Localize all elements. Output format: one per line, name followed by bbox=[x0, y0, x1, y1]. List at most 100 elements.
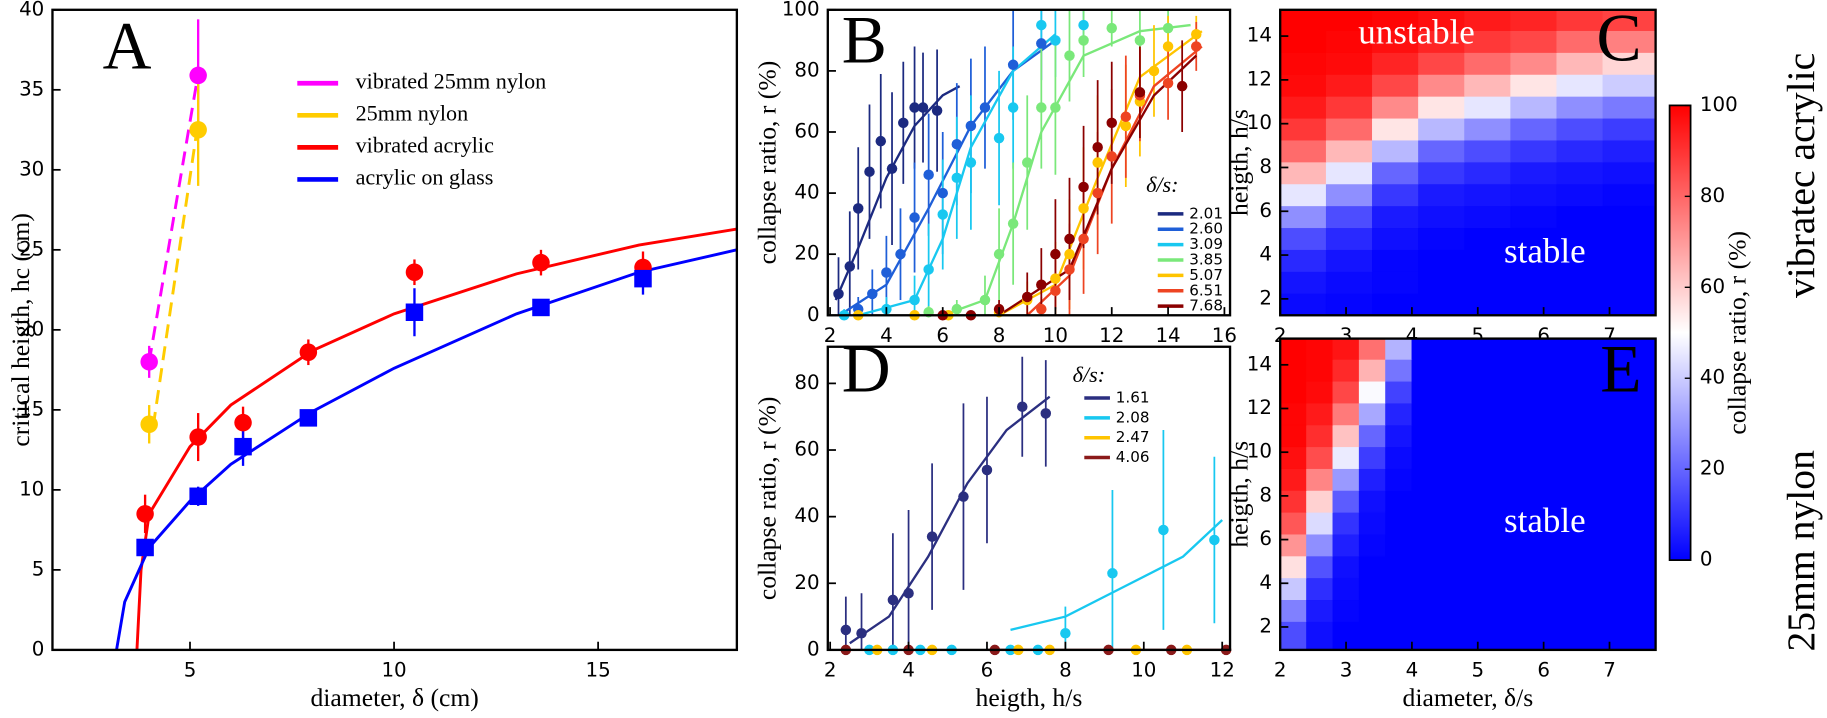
colorbar-tick-label: 20 bbox=[1700, 457, 1725, 480]
heat-cell bbox=[1510, 183, 1558, 207]
point bbox=[993, 132, 1005, 144]
heat-cell bbox=[1358, 424, 1386, 448]
plot-frame bbox=[1279, 337, 1657, 652]
y-tick-label: 20 bbox=[794, 571, 819, 594]
heat-cell bbox=[1280, 271, 1327, 294]
x-tick-label: 3 bbox=[1340, 658, 1353, 681]
heat-cell bbox=[1358, 468, 1386, 491]
point bbox=[923, 169, 934, 181]
y-tick-label: 8 bbox=[1259, 483, 1272, 506]
x-tick-label: 8 bbox=[993, 324, 1006, 347]
heat-cell bbox=[1543, 621, 1656, 650]
point bbox=[1120, 120, 1132, 132]
point bbox=[856, 627, 867, 639]
x-tick-label: 2 bbox=[1274, 658, 1287, 681]
legend-label: 3.85 bbox=[1189, 251, 1223, 269]
point bbox=[1050, 35, 1061, 46]
legend-label: 5.07 bbox=[1189, 266, 1223, 284]
point bbox=[1162, 22, 1174, 34]
heat-cell bbox=[1411, 490, 1479, 513]
heat-cell bbox=[1602, 117, 1656, 141]
y-tick-label: 0 bbox=[32, 637, 45, 660]
heat-cell bbox=[1306, 533, 1334, 557]
heat-cell bbox=[1280, 9, 1327, 31]
point bbox=[886, 163, 898, 174]
point bbox=[1078, 233, 1089, 245]
heat-cell bbox=[1306, 402, 1334, 426]
heat-cell bbox=[1358, 446, 1386, 469]
y-tick-label: 10 bbox=[1247, 440, 1272, 463]
heat-cell bbox=[1602, 271, 1656, 294]
heat-cell bbox=[1325, 271, 1373, 294]
x-axis-label: heigth, h/s bbox=[976, 683, 1083, 712]
heat-cell bbox=[1556, 183, 1604, 207]
point bbox=[1007, 218, 1019, 229]
point bbox=[937, 209, 948, 220]
heat-cell bbox=[1411, 468, 1479, 491]
point bbox=[840, 624, 852, 636]
heat-cell bbox=[1510, 52, 1558, 75]
y-tick-label: 10 bbox=[1247, 111, 1272, 134]
heat-cell bbox=[1325, 183, 1373, 207]
point bbox=[1092, 157, 1103, 168]
point bbox=[937, 187, 948, 199]
fit-line bbox=[843, 39, 1057, 314]
heat-cell bbox=[1411, 621, 1479, 650]
y-tick-label: 2 bbox=[1259, 286, 1272, 309]
side-label: vibratec acrylic bbox=[1779, 53, 1823, 298]
point bbox=[1064, 264, 1075, 275]
heat-cell bbox=[1280, 424, 1307, 448]
heat-cell bbox=[1280, 338, 1307, 360]
heat-cell bbox=[1332, 402, 1360, 426]
point bbox=[931, 105, 943, 116]
heat-cell bbox=[1372, 74, 1419, 97]
heat-cell bbox=[1358, 533, 1386, 557]
heat-cell bbox=[1372, 271, 1419, 294]
heat-cell bbox=[1280, 227, 1327, 250]
point bbox=[1036, 38, 1047, 49]
heat-cell bbox=[1464, 205, 1512, 229]
heat-cell bbox=[1372, 117, 1419, 141]
heat-cell bbox=[1332, 446, 1360, 469]
heat-cell bbox=[1280, 183, 1327, 207]
heat-cell bbox=[1385, 533, 1413, 557]
point bbox=[993, 248, 1005, 260]
heat-cell bbox=[1306, 490, 1334, 513]
point bbox=[136, 505, 154, 523]
point bbox=[867, 288, 878, 300]
point bbox=[1050, 273, 1061, 284]
point bbox=[299, 343, 318, 361]
heat-cell bbox=[1510, 117, 1558, 141]
y-tick-label: 10 bbox=[19, 477, 44, 500]
point bbox=[979, 294, 991, 306]
legend-label: 2.47 bbox=[1116, 428, 1150, 446]
point bbox=[1092, 142, 1103, 153]
heat-cell bbox=[1280, 599, 1307, 622]
heat-cell bbox=[1358, 621, 1386, 650]
x-tick-label: 15 bbox=[585, 658, 610, 681]
point bbox=[1176, 80, 1188, 92]
panel: δ/s: 2.012.603.093.855.076.517.68 2 4 6 8 10 12… bbox=[752, 0, 1237, 347]
heat-cell bbox=[1464, 293, 1512, 316]
x-tick-label: 2 bbox=[824, 324, 837, 347]
heat-cell bbox=[1372, 183, 1419, 207]
point bbox=[917, 102, 929, 113]
heat-cell bbox=[1556, 161, 1604, 185]
heat-cell bbox=[1477, 577, 1544, 601]
point bbox=[1106, 117, 1117, 129]
heat-cell bbox=[1280, 577, 1307, 601]
legend-label: 2.08 bbox=[1116, 408, 1150, 426]
y-tick-label: 100 bbox=[782, 0, 820, 20]
heat-cell bbox=[1372, 139, 1419, 163]
y-axis-label: collapse ratio, r (%) bbox=[752, 397, 781, 601]
panel-letter: D bbox=[842, 331, 891, 406]
heat-cell bbox=[1385, 402, 1413, 426]
point bbox=[136, 538, 154, 557]
heat-cell bbox=[1602, 161, 1656, 185]
point bbox=[903, 588, 914, 599]
heat-cell bbox=[1280, 205, 1327, 229]
heat-cell bbox=[1385, 424, 1413, 448]
point bbox=[189, 428, 207, 446]
point bbox=[1021, 157, 1033, 168]
